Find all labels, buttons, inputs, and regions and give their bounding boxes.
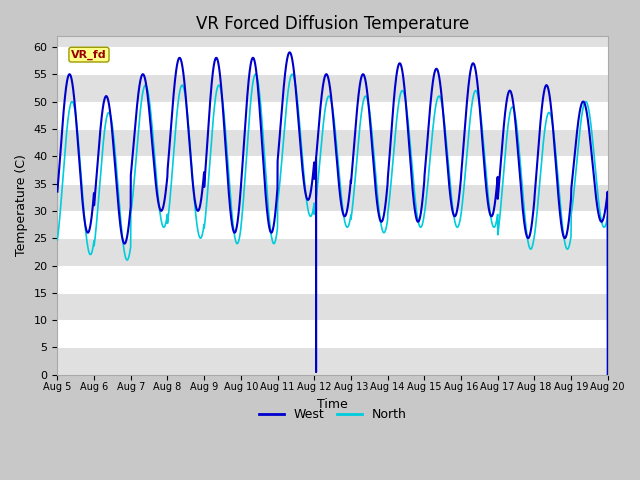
North xyxy=(604,216,611,222)
West xyxy=(604,372,612,378)
West xyxy=(460,134,468,140)
West xyxy=(460,143,467,148)
Bar xyxy=(58,211,608,238)
X-axis label: Time: Time xyxy=(317,398,348,411)
Bar xyxy=(58,320,608,348)
North xyxy=(152,173,160,179)
North xyxy=(487,216,495,222)
Legend: West, North: West, North xyxy=(253,403,412,426)
Bar xyxy=(58,156,608,183)
West xyxy=(593,202,601,208)
Bar xyxy=(58,47,608,74)
Bar xyxy=(58,102,608,129)
North xyxy=(426,162,433,168)
West xyxy=(286,49,294,55)
Line: North: North xyxy=(58,74,608,375)
North xyxy=(604,372,612,378)
Text: VR_fd: VR_fd xyxy=(71,49,107,60)
West xyxy=(54,189,61,194)
West xyxy=(65,72,73,77)
North xyxy=(54,237,61,243)
North xyxy=(252,72,259,77)
Title: VR Forced Diffusion Temperature: VR Forced Diffusion Temperature xyxy=(196,15,469,33)
Line: West: West xyxy=(58,52,608,375)
West xyxy=(114,197,122,203)
North xyxy=(312,197,320,203)
West xyxy=(513,141,521,146)
North xyxy=(456,218,464,224)
Y-axis label: Temperature (C): Temperature (C) xyxy=(15,155,28,256)
Bar xyxy=(58,265,608,293)
